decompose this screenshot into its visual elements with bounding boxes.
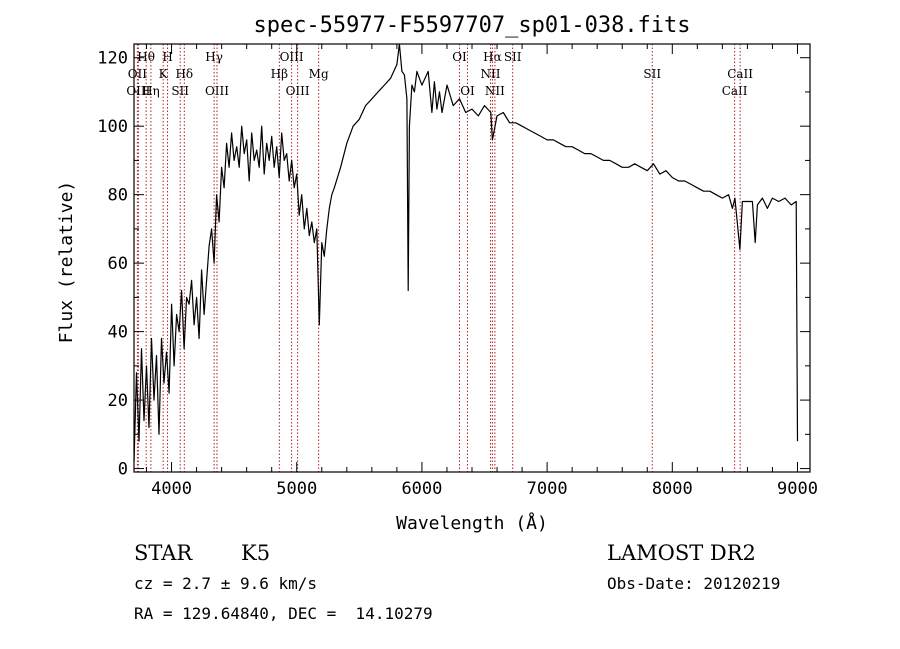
y-tick-label: 40 [108, 323, 128, 343]
line-marker-label: Mg [309, 67, 329, 81]
line-marker-label: OI [460, 84, 475, 98]
object-class: STAR [134, 541, 193, 565]
line-marker-label: OIII [286, 84, 310, 98]
line-marker-label: NII [485, 84, 505, 98]
x-tick-label: 5000 [276, 479, 317, 499]
y-tick-label: 100 [97, 117, 128, 137]
y-tick-label: 120 [97, 49, 128, 69]
line-marker-label: OIII [280, 50, 304, 64]
line-marker-label: SII [643, 67, 661, 81]
line-marker-label: Hα [483, 50, 502, 64]
line-marker-label: OI [452, 50, 467, 64]
line-marker-label: CaII [722, 84, 748, 98]
line-marker-label: K [159, 67, 169, 81]
x-tick-label: 4000 [151, 479, 192, 499]
line-marker-label: Hγ [205, 50, 223, 64]
emission-line-markers: OII OIII Hθ Hη KH SII Hδ Hγ OIII Hβ OIII OIII Mg OI OI… [126, 44, 753, 472]
line-marker-label: OIII [205, 84, 229, 98]
x-tick-label: 7000 [527, 479, 568, 499]
x-tick-label: 8000 [652, 479, 693, 499]
line-marker-label: CaII [727, 67, 753, 81]
y-tick-label: 80 [108, 186, 128, 206]
spectrum-line [133, 43, 799, 462]
x-axis-label: Wavelength (Å) [396, 512, 548, 534]
y-axis-label: Flux (relative) [56, 181, 77, 344]
line-marker-label: OIII [126, 84, 150, 98]
y-axis-ticks: 0 20 40 60 80 100 120 [97, 49, 810, 480]
line-marker-label: Hθ [137, 50, 155, 64]
line-marker-label: NII [481, 67, 501, 81]
line-marker-label: OII [128, 67, 148, 81]
line-marker-label: SII [504, 50, 522, 64]
observation-date: Obs-Date: 20120219 [607, 574, 780, 593]
chart-title: spec-55977-F5597707_sp01-038.fits [253, 13, 690, 38]
line-marker-label: H [162, 50, 172, 64]
line-marker-label: Hβ [271, 67, 288, 81]
survey-name: LAMOST DR2 [607, 541, 756, 565]
x-tick-label: 9000 [777, 479, 818, 499]
x-axis-ticks: 4000 5000 6000 7000 8000 9000 [146, 44, 818, 499]
redshift-readout: cz = 2.7 ± 9.6 km/s [134, 574, 317, 593]
spectral-subclass: K5 [241, 541, 270, 565]
line-marker-label: SII [171, 84, 189, 98]
y-tick-label: 20 [108, 391, 128, 411]
y-tick-label: 60 [108, 254, 128, 274]
y-tick-label: 0 [118, 460, 128, 480]
spectrum-plot [133, 43, 799, 462]
x-tick-label: 6000 [401, 479, 442, 499]
coordinates-readout: RA = 129.64840, DEC = 14.10279 [134, 604, 433, 623]
line-marker-label: Hδ [175, 67, 193, 81]
line-marker-label: Hη [142, 84, 160, 98]
plot-frame [133, 43, 811, 473]
